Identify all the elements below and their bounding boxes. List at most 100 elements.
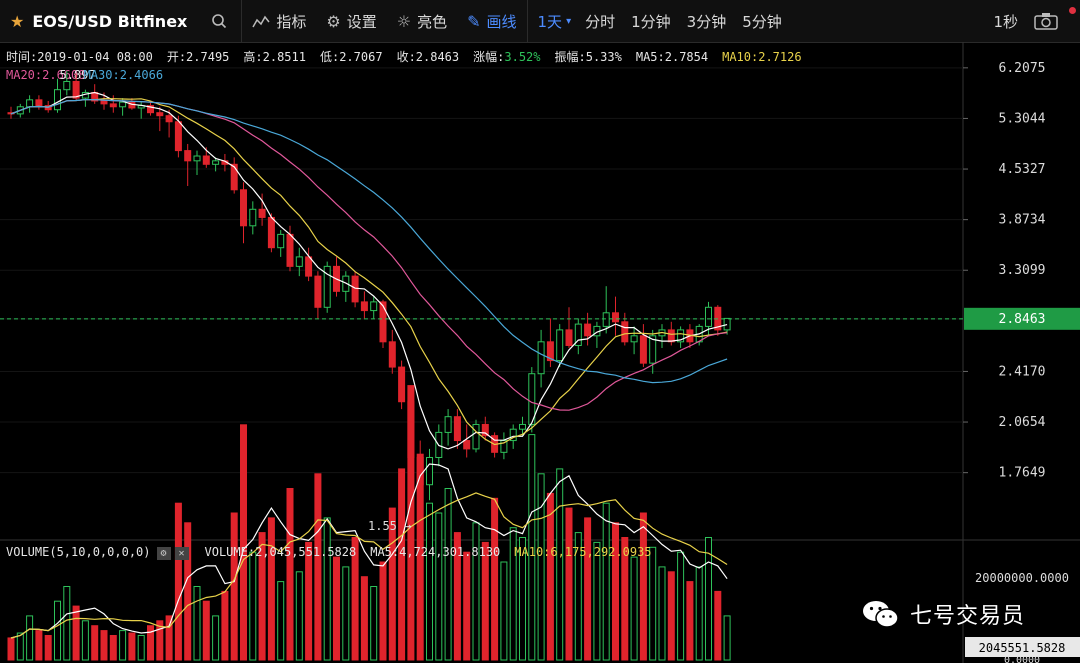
theme-toggle[interactable]: ☼ 亮色: [387, 0, 457, 42]
info-time: 时间:2019-01-04 08:00: [6, 50, 153, 64]
candle-body: [16, 106, 24, 115]
indicator-chart-icon: [252, 15, 270, 28]
current-volume-label: 2045551.5828: [979, 641, 1066, 655]
volume-bar: [333, 556, 340, 661]
volume-ma10-line: [10, 492, 728, 639]
timeframe-1m[interactable]: 1分钟: [623, 0, 679, 42]
indicators-button[interactable]: 指标: [242, 0, 316, 42]
volume-bar: [444, 488, 452, 661]
volume-bar: [7, 637, 15, 661]
timeframe-1d[interactable]: 1天 ▾: [528, 0, 578, 42]
volume-bar: [556, 468, 564, 661]
volume-ma10: MA10:6,175,292.0935: [514, 545, 652, 559]
volume-bar: [667, 571, 675, 661]
grid: [0, 67, 963, 474]
volume-bar: [360, 576, 368, 661]
volume-bar: [677, 551, 685, 661]
volume-bar: [723, 615, 731, 661]
volume-bar: [472, 522, 480, 661]
sun-icon: ☼: [396, 11, 412, 31]
volume-bar: [119, 630, 127, 661]
volume-bar: [174, 502, 182, 661]
volume-bar: [100, 630, 108, 661]
candle-body: [165, 115, 173, 123]
volume-title: VOLUME(5,10,0,0,0,0): [6, 545, 151, 559]
candle-body: [156, 112, 164, 117]
volume-bar: [305, 541, 313, 661]
candle-body: [286, 233, 294, 267]
search-button[interactable]: [197, 0, 241, 42]
screenshot-button[interactable]: [1028, 0, 1080, 42]
candle-body: [72, 80, 80, 99]
price-tick-label: 4.5327: [999, 162, 1046, 177]
candle-body: [472, 423, 480, 450]
info-close: 收:2.8463: [396, 50, 460, 64]
star-icon[interactable]: ★: [10, 11, 25, 31]
countdown-display: 1秒: [983, 0, 1028, 42]
timeframe-label: 1天: [537, 12, 563, 31]
candle-body: [221, 160, 229, 165]
candle-body: [184, 150, 192, 162]
volume-bar: [463, 551, 471, 661]
candle-body: [658, 329, 666, 337]
notification-dot: [1069, 7, 1076, 14]
volume-bar: [193, 586, 201, 661]
volume-bar: [602, 502, 610, 661]
search-icon: [212, 14, 227, 29]
candle-body: [7, 112, 15, 115]
timeframe-tick[interactable]: 分时: [577, 0, 623, 42]
candle-body: [212, 160, 220, 165]
candle-body: [593, 325, 601, 337]
volume-bar: [72, 605, 80, 661]
volume-bar: [267, 517, 275, 661]
candle-body: [267, 216, 275, 249]
top-toolbar: ★ EOS/USD Bitfinex 指标 ⚙ 设置 ☼ 亮色 ✎ 画线 1天 …: [0, 0, 1080, 43]
candle-body: [556, 329, 564, 362]
candle-body: [435, 431, 443, 458]
volume-bar: [379, 561, 387, 661]
ohlc-info-bar: 时间:2019-01-04 08:00 开:2.7495 高:2.8511 低:2.7…: [6, 48, 816, 65]
volume-bar: [323, 517, 331, 661]
candle-body: [137, 105, 145, 109]
volume-bar: [686, 581, 694, 661]
draw-tools-button[interactable]: ✎ 画线: [457, 0, 526, 42]
candle-body: [509, 428, 517, 442]
volume-close-icon[interactable]: ✕: [174, 547, 189, 560]
volume-bar: [221, 590, 229, 661]
timeframe-3m[interactable]: 3分钟: [679, 0, 735, 42]
low-price-marker: 1.55 →: [368, 519, 411, 533]
volume-bar: [705, 537, 712, 661]
volume-bar: [639, 512, 647, 661]
candle-body: [453, 416, 461, 442]
volume-bar: [295, 571, 303, 661]
volume-bar: [137, 635, 145, 661]
candle-body: [519, 423, 526, 430]
info-change-value: 3.52%: [504, 50, 541, 64]
draw-label: 画线: [486, 12, 517, 31]
volume-bar: [109, 635, 117, 661]
volume-bar: [314, 473, 322, 661]
candle-body: [649, 335, 657, 364]
candle-body: [44, 105, 52, 111]
candle-body: [639, 335, 647, 364]
timeframe-5m[interactable]: 5分钟: [734, 0, 790, 42]
volume-settings-icon[interactable]: ⚙: [156, 547, 171, 560]
price-tick-label: 6.2075: [999, 61, 1046, 76]
volume-bar: [63, 586, 71, 661]
price-axis: 6.2075 5.3044 4.5327 3.8734 3.3099 2.8463 2.41…: [963, 61, 1080, 481]
volume-bar: [212, 615, 220, 661]
candle-body: [500, 440, 508, 453]
candle-body: [91, 91, 99, 102]
volume-bar: [649, 546, 657, 661]
volume-bar: [277, 581, 285, 661]
candle-body: [370, 301, 378, 312]
symbol-selector[interactable]: ★ EOS/USD Bitfinex: [0, 0, 197, 42]
candle-body: [574, 323, 582, 346]
info-amplitude: 振幅:5.33%: [554, 50, 622, 64]
watermark: 七号交易员: [862, 598, 1025, 630]
volume-bar: [658, 566, 666, 661]
ma20-line: [10, 98, 728, 411]
settings-button[interactable]: ⚙ 设置: [316, 0, 386, 42]
volume-bar: [156, 620, 164, 661]
